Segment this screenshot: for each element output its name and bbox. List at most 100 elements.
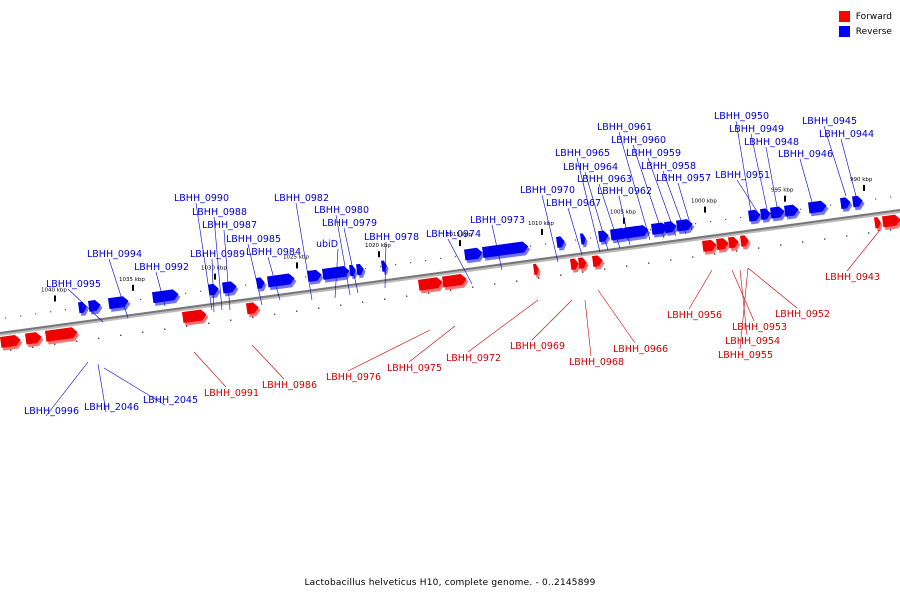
forward-gene xyxy=(716,238,731,253)
forward-gene-label: LBHH_0969 xyxy=(510,341,565,352)
ruler-dot xyxy=(395,264,397,266)
forward-leader xyxy=(584,299,592,357)
lower-dot xyxy=(252,316,254,318)
lower-dot xyxy=(296,310,298,312)
forward-gene-label: LBHH_0943 xyxy=(825,272,880,283)
lower-dot xyxy=(824,238,826,240)
lower-dot xyxy=(736,250,738,252)
legend: Forward Reverse xyxy=(838,9,892,39)
reverse-gene-body xyxy=(556,236,565,248)
reverse-gene-label: LBHH_0984 xyxy=(246,247,301,258)
reverse-leader xyxy=(618,131,651,241)
tick-label: 1015 kbp xyxy=(446,232,472,238)
reverse-gene-label: LBHH_0963 xyxy=(577,174,632,185)
reverse-gene-label: LBHH_0958 xyxy=(641,161,696,172)
forward-gene-label: LBHH_0956 xyxy=(667,310,722,321)
reverse-gene xyxy=(784,204,801,220)
forward-gene xyxy=(728,236,741,252)
forward-gene xyxy=(874,217,883,232)
lower-dot xyxy=(208,322,210,324)
forward-leader xyxy=(739,267,749,350)
reverse-leader xyxy=(647,157,677,237)
ruler-dot xyxy=(140,298,142,301)
ruler-dot xyxy=(410,261,412,264)
ruler-dot xyxy=(890,196,892,198)
lower-dot xyxy=(494,283,496,285)
reverse-gene xyxy=(88,300,103,315)
lower-dot xyxy=(560,274,562,276)
tick-mark xyxy=(704,206,706,213)
forward-gene-body xyxy=(533,263,539,276)
reverse-leader xyxy=(155,271,166,307)
reverse-leader xyxy=(97,363,107,413)
reverse-gene xyxy=(464,247,485,264)
lower-dot xyxy=(428,292,430,294)
reverse-gene-label: LBHH_0951 xyxy=(715,170,770,181)
lower-dot xyxy=(714,253,716,255)
lower-dot xyxy=(780,244,782,246)
genome-caption: Lactobacillus helveticus H10, complete g… xyxy=(304,578,596,588)
forward-gene-body xyxy=(418,277,443,291)
reverse-gene-body xyxy=(808,200,827,214)
reverse-gene-body xyxy=(356,263,364,276)
tick-label: 1010 kbp xyxy=(528,221,554,227)
lower-dot xyxy=(274,313,276,315)
reverse-leader xyxy=(343,227,359,294)
tick-label: 990 kbp xyxy=(850,177,873,183)
ruler-dot xyxy=(770,212,772,214)
reverse-gene-label: LBHH_0987 xyxy=(202,220,257,231)
reverse-gene-body xyxy=(464,247,483,261)
reverse-gene-body xyxy=(664,221,677,234)
reverse-gene-label: LBHH_0994 xyxy=(87,249,142,260)
tick-mark xyxy=(378,251,380,258)
ruler-dot xyxy=(545,243,547,245)
reverse-leader xyxy=(576,157,601,253)
reverse-leader xyxy=(103,367,166,406)
forward-gene xyxy=(0,334,23,351)
reverse-gene-label: LBHH_0988 xyxy=(192,207,247,218)
reverse-gene-body xyxy=(307,269,322,282)
forward-gene xyxy=(25,332,44,348)
reverse-gene-label: LBHH_0996 xyxy=(24,406,79,417)
reverse-gene-body xyxy=(840,197,851,210)
forward-gene-label: LBHH_0953 xyxy=(732,322,787,333)
forward-gene-body xyxy=(45,327,78,342)
forward-gene xyxy=(442,274,469,291)
reverse-gene-label: LBHH_0990 xyxy=(174,193,229,204)
lower-dot xyxy=(450,289,452,291)
reverse-gene-label: LBHH_0945 xyxy=(802,116,857,127)
reverse-gene-label: LBHH_0959 xyxy=(626,148,681,159)
forward-gene-body xyxy=(442,274,467,288)
ruler-dot xyxy=(65,309,67,311)
forward-gene-body xyxy=(25,332,42,345)
ruler-dot xyxy=(20,315,22,317)
reverse-gene xyxy=(598,230,611,245)
forward-leader xyxy=(688,269,713,310)
reverse-leader xyxy=(334,248,339,299)
reverse-gene xyxy=(222,281,239,297)
reverse-leader xyxy=(223,229,231,311)
reverse-gene-label: LBHH_0973 xyxy=(470,215,525,226)
forward-leader xyxy=(408,325,456,363)
reverse-gene xyxy=(664,221,679,236)
reverse-gene xyxy=(307,269,324,285)
reverse-leader xyxy=(840,138,857,197)
forward-gene-body xyxy=(874,217,881,229)
forward-gene xyxy=(45,327,80,345)
reverse-leader xyxy=(677,182,693,231)
genome-backbone xyxy=(0,208,900,334)
lower-dot xyxy=(384,298,386,300)
reverse-leader xyxy=(750,133,769,215)
tick-mark xyxy=(54,295,56,302)
reverse-gene-label: LBHH_0964 xyxy=(563,162,618,173)
tick-mark xyxy=(863,184,865,191)
forward-gene-label: LBHH_0975 xyxy=(387,363,442,374)
reverse-leader xyxy=(823,125,847,197)
reverse-gene-body xyxy=(770,206,785,219)
reverse-leader xyxy=(67,288,104,323)
reverse-gene-body xyxy=(598,230,609,243)
reverse-gene-body xyxy=(256,277,265,289)
reverse-leader xyxy=(735,120,753,219)
forward-gene-body xyxy=(716,238,729,251)
reverse-gene xyxy=(808,200,829,217)
